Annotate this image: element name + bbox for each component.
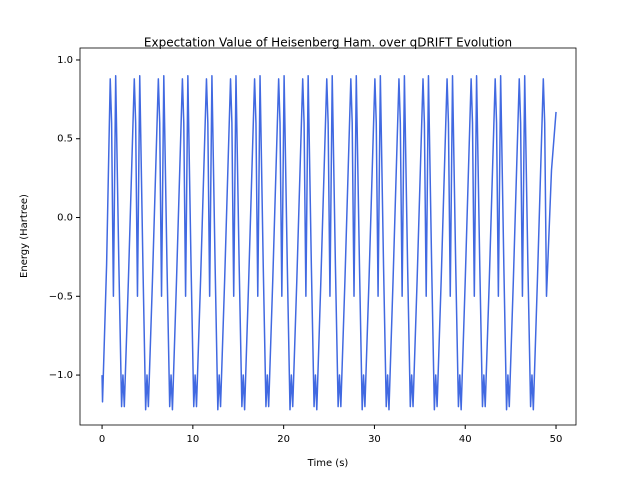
x-tick-label: 0 xyxy=(99,434,105,445)
data-line xyxy=(101,74,557,411)
y-tick-label: −0.5 xyxy=(49,291,73,302)
x-tick-label: 20 xyxy=(277,434,290,445)
x-tick-label: 40 xyxy=(459,434,472,445)
y-tick-label: 0.5 xyxy=(57,134,73,145)
x-tick-label: 30 xyxy=(368,434,381,445)
y-tick-label: −1.0 xyxy=(49,370,73,381)
x-tick-label: 50 xyxy=(550,434,563,445)
plot-frame xyxy=(79,47,577,426)
y-tick-label: 0.0 xyxy=(57,213,73,224)
x-axis-label: Time (s) xyxy=(307,458,349,469)
y-tick-label: 1.0 xyxy=(57,55,73,66)
x-tick-label: 10 xyxy=(186,434,199,445)
y-axis-label: Energy (Hartree) xyxy=(19,194,30,278)
chart-title: Expectation Value of Heisenberg Ham. ove… xyxy=(144,36,512,50)
